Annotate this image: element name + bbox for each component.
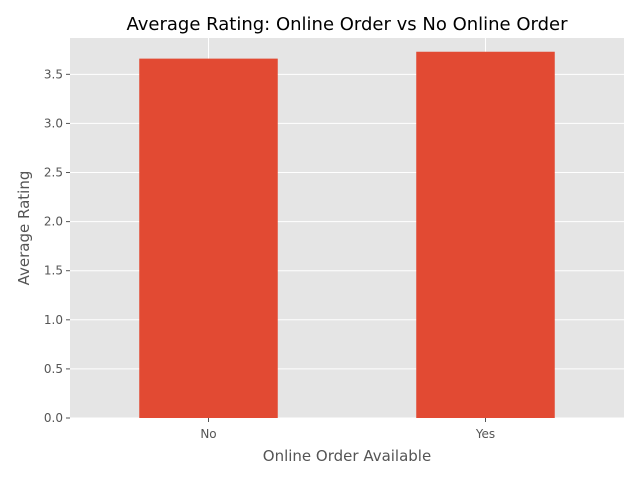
x-axis-ticks: No Yes [200,418,495,441]
y-tick-label: 1.5 [44,264,63,278]
bar-yes [416,51,555,419]
y-axis-ticks: 0.0 0.5 1.0 1.5 2.0 2.5 3.0 3.5 [44,67,70,425]
y-tick-label: 2.0 [44,215,63,229]
y-tick-label: 2.5 [44,166,63,180]
y-tick-label: 1.0 [44,313,63,327]
y-tick-label: 3.0 [44,116,63,130]
bar-no [139,58,278,419]
y-axis-label: Average Rating [15,171,33,286]
x-tick-label-no: No [200,427,216,441]
y-tick-label: 3.5 [44,67,63,81]
bars [139,51,555,419]
x-axis-label: Online Order Available [263,447,431,465]
y-tick-label: 0.0 [44,411,63,425]
x-tick-label-yes: Yes [475,427,495,441]
y-tick-label: 0.5 [44,362,63,376]
chart-title: Average Rating: Online Order vs No Onlin… [127,14,569,35]
